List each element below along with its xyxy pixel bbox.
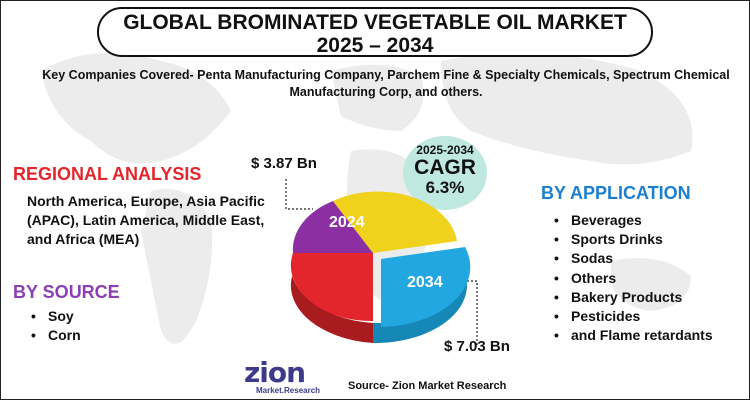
cagr-period: 2025-2034 [416,143,474,157]
regional-analysis-heading: REGIONAL ANALYSIS [13,164,202,184]
pie-slice-blue [381,247,471,327]
cagr-badge: 2025-2034 CAGR 6.3% [403,136,487,210]
list-item: Sodas [554,249,713,268]
title-line-1: GLOBAL BROMINATED VEGETABLE OIL MARKET [123,11,627,34]
list-item: Bakery Products [554,288,713,307]
source-credit: Source- Zion Market Research [348,380,507,392]
cagr-value: 6.3% [425,178,465,197]
title-line-2: 2025 – 2034 [316,34,434,57]
pie-slice-yellow [333,191,457,253]
list-item: Soy [31,307,81,326]
list-item: Others [554,269,713,288]
zion-logo: zion Market.Research [244,356,324,398]
regional-analysis-text: North America, Europe, Asia Pacific (APA… [27,193,265,247]
pie-slice-red [291,253,373,322]
key-companies-text: Key Companies Covered- Penta Manufacturi… [42,68,730,99]
list-item: Sports Drinks [554,230,713,249]
by-source-heading: BY SOURCE [13,282,120,302]
pie-slice-purple [292,201,373,253]
list-item: Beverages [554,211,713,230]
pie-label-2034: 2034 [407,274,443,291]
logo-wordmark: zion [244,356,306,389]
pie-side-blue [373,253,467,344]
application-list: Beverages Sports Drinks Sodas Others Bak… [554,211,713,346]
market-pie-chart: 2024 2034 [285,179,478,346]
logo-subtext: Market.Research [256,386,321,395]
pie-side-red [290,253,373,343]
pie-top [291,191,471,327]
pie-label-2024: 2024 [329,214,365,231]
cagr-label: CAGR [414,156,476,179]
list-item: and Flame retardants [554,326,713,345]
value-label-2034: $ 7.03 Bn [444,338,510,355]
list-item: Pesticides [554,307,713,326]
list-item: Corn [31,326,81,345]
source-list: Soy Corn [31,307,81,345]
connector-2024 [285,179,313,210]
value-label-2024: $ 3.87 Bn [251,155,317,172]
by-application-heading: BY APPLICATION [541,183,691,203]
pie-sides [290,253,467,344]
title-banner: GLOBAL BROMINATED VEGETABLE OIL MARKET 2… [97,7,653,57]
